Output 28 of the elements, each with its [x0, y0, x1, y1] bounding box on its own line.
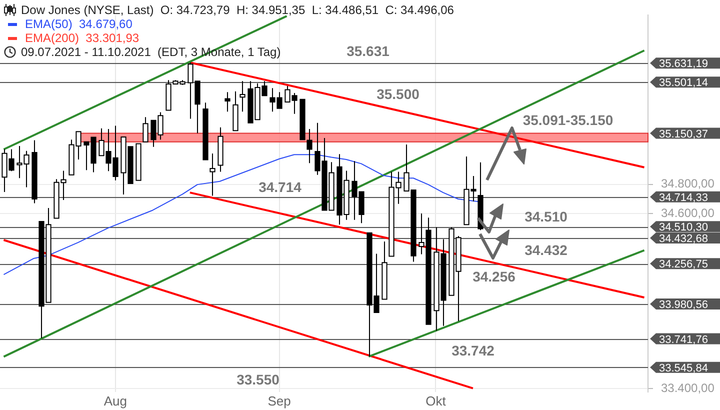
- ref-line-label: 33.741,76: [659, 334, 708, 346]
- ref-line-label: 33.545,84: [659, 362, 708, 374]
- annotation: 35.631: [346, 43, 390, 60]
- annotation: 34.432: [524, 242, 568, 258]
- chart-title: Dow Jones (NYSE, Last) O: 34.723,79 H: 34.951,35 L: 34.486,51 C: 34.496,06: [21, 3, 454, 17]
- annotation: 33.550: [236, 372, 280, 388]
- ref-line-label: 34.432,68: [659, 233, 708, 246]
- legend-label: EMA(50) 34.679,60: [25, 17, 132, 31]
- annotation: 34.714: [258, 178, 302, 195]
- y-tick-label: 33.400,00: [661, 380, 715, 395]
- y-tick-label: 34.600,00: [661, 206, 715, 220]
- ref-line-label: 34.510,30: [659, 222, 708, 234]
- x-tick-label: Sep: [268, 393, 291, 408]
- annotation: 34.510: [524, 208, 568, 225]
- x-tick-label: Okt: [426, 393, 446, 408]
- ref-line-label: 35.501,14: [659, 77, 708, 90]
- annotation: 34.256: [472, 268, 516, 285]
- annotation: 35.500: [376, 86, 420, 102]
- x-tick-label: Aug: [104, 393, 128, 408]
- ref-line-label: 34.256,75: [659, 258, 708, 271]
- band-label: 35.150,37: [659, 128, 708, 140]
- ref-line-label: 33.980,56: [659, 298, 708, 311]
- annotation: 35.091-35.150: [522, 112, 614, 128]
- annotation: 33.742: [452, 342, 495, 359]
- ref-line-label: 35.631,19: [659, 58, 708, 70]
- legend-label: EMA(200) 33.301,93: [25, 31, 140, 45]
- ref-line-label: 34.714,33: [659, 192, 708, 204]
- y-tick-label: 34.800,00: [661, 176, 715, 191]
